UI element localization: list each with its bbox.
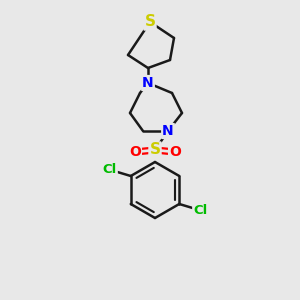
Text: S: S [145,14,155,29]
Text: O: O [169,145,181,159]
Text: N: N [142,76,154,90]
Text: S: S [149,142,161,158]
Text: Cl: Cl [193,204,207,217]
Text: O: O [129,145,141,159]
Text: N: N [162,124,174,138]
Text: Cl: Cl [103,163,117,176]
